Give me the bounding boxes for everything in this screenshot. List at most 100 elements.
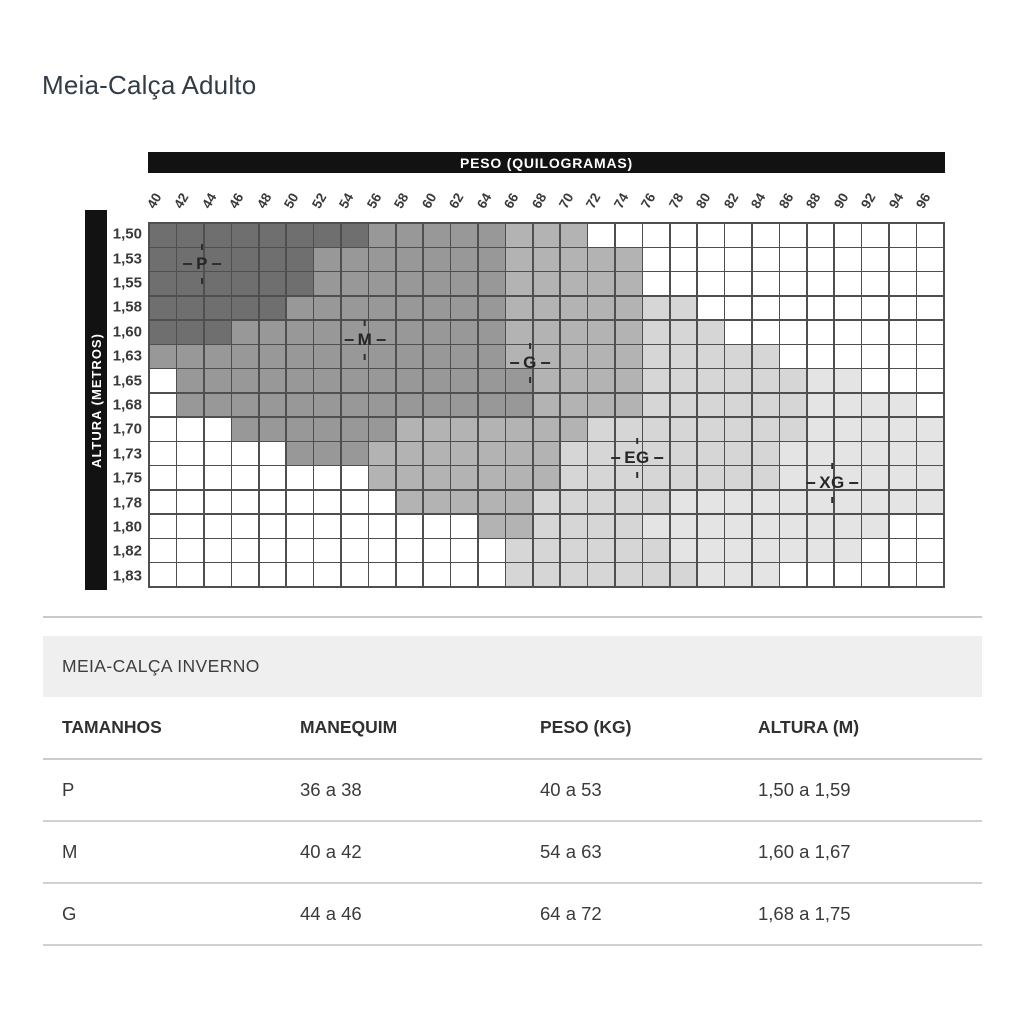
grid-cell	[752, 272, 779, 296]
grid-cell	[697, 539, 724, 562]
grid-cell	[615, 490, 642, 514]
grid-cell	[917, 442, 943, 465]
grid-cell	[615, 417, 642, 441]
grid-cell	[588, 248, 615, 271]
grid-cell	[314, 272, 341, 296]
grid-cell	[752, 248, 779, 271]
height-tick-label: 1,60	[112, 323, 142, 341]
grid-cell	[670, 272, 697, 296]
grid-cell	[588, 320, 615, 344]
grid-cell	[150, 490, 176, 514]
grid-cell	[588, 514, 615, 538]
grid-cell	[834, 490, 861, 514]
grid-cell	[396, 224, 423, 247]
grid-cell	[533, 539, 560, 562]
grid-cell	[780, 466, 807, 490]
grid-cell	[369, 490, 396, 514]
grid-cell	[615, 272, 642, 296]
grid-cell	[150, 466, 176, 490]
grid-cell	[807, 417, 834, 441]
grid-cell	[423, 320, 450, 344]
weight-tick-label: 88	[803, 190, 824, 211]
grid-cell	[451, 345, 478, 368]
grid-cell	[643, 272, 670, 296]
grid-cell	[752, 320, 779, 344]
grid-cell	[643, 514, 670, 538]
grid-cell	[177, 417, 204, 441]
weight-tick-label: 76	[638, 190, 659, 211]
grid-cell	[862, 320, 889, 344]
grid-cell	[506, 442, 533, 465]
grid-cell	[533, 345, 560, 368]
grid-cell	[670, 514, 697, 538]
grid-cell	[506, 296, 533, 320]
grid-cell	[506, 563, 533, 586]
weight-tick-label: 74	[610, 190, 632, 211]
grid-cell	[615, 345, 642, 368]
grid-cell	[889, 320, 916, 344]
weight-tick-label: 94	[885, 190, 907, 211]
grid-cell	[670, 417, 697, 441]
grid-cell	[643, 296, 670, 320]
weight-tick-label: 90	[830, 190, 852, 211]
grid-cell	[725, 514, 752, 538]
grid-cell	[533, 272, 560, 296]
grid-cell	[506, 369, 533, 393]
grid-cell	[177, 539, 204, 562]
grid-cell	[807, 393, 834, 417]
grid-cell	[177, 466, 204, 490]
grid-cell	[917, 369, 943, 393]
grid-cell	[423, 272, 450, 296]
grid-cell	[862, 345, 889, 368]
grid-cell	[889, 393, 916, 417]
grid-cell	[369, 320, 396, 344]
grid-cell	[204, 514, 231, 538]
grid-cell	[752, 539, 779, 562]
grid-cell	[506, 417, 533, 441]
grid-cell	[670, 224, 697, 247]
grid-cell	[697, 490, 724, 514]
grid-cell	[341, 490, 368, 514]
grid-cell	[369, 272, 396, 296]
grid-cell	[670, 563, 697, 586]
grid-cell	[341, 466, 368, 490]
grid-cell	[834, 224, 861, 247]
weight-tick-label: 64	[473, 190, 495, 211]
weight-tick-label: 72	[583, 190, 604, 211]
grid-cell	[862, 369, 889, 393]
grid-cell	[150, 442, 176, 465]
grid-cell	[150, 417, 176, 441]
grid-cell	[588, 345, 615, 368]
grid-cell	[560, 490, 587, 514]
grid-cell	[286, 272, 313, 296]
grid-cell	[533, 320, 560, 344]
grid-cell	[615, 466, 642, 490]
grid-cell	[341, 514, 368, 538]
grid-cell	[533, 514, 560, 538]
grid-cell	[451, 369, 478, 393]
grid-cell	[204, 320, 231, 344]
grid-cell	[725, 417, 752, 441]
grid-cell	[780, 248, 807, 271]
column-header: MANEQUIM	[300, 717, 398, 737]
grid-cell	[204, 442, 231, 465]
grid-cell	[232, 224, 259, 247]
grid-cell	[369, 248, 396, 271]
height-axis-title: ALTURA (METROS)	[88, 332, 104, 468]
grid-cell	[286, 490, 313, 514]
weight-tick-label: 66	[501, 190, 522, 211]
table-cell: 40 a 42	[300, 841, 362, 862]
grid-cell	[314, 345, 341, 368]
grid-cell	[150, 393, 176, 417]
weight-tick-label: 60	[418, 190, 440, 211]
grid-cell	[533, 466, 560, 490]
grid-cell	[533, 393, 560, 417]
table-cell: 1,60 a 1,67	[758, 841, 851, 862]
grid-cell	[643, 345, 670, 368]
grid-cell	[834, 442, 861, 465]
grid-cell	[259, 563, 286, 586]
grid-cell	[697, 466, 724, 490]
grid-cell	[560, 466, 587, 490]
grid-cell	[396, 393, 423, 417]
weight-axis-bar: PESO (QUILOGRAMAS)	[148, 152, 945, 173]
